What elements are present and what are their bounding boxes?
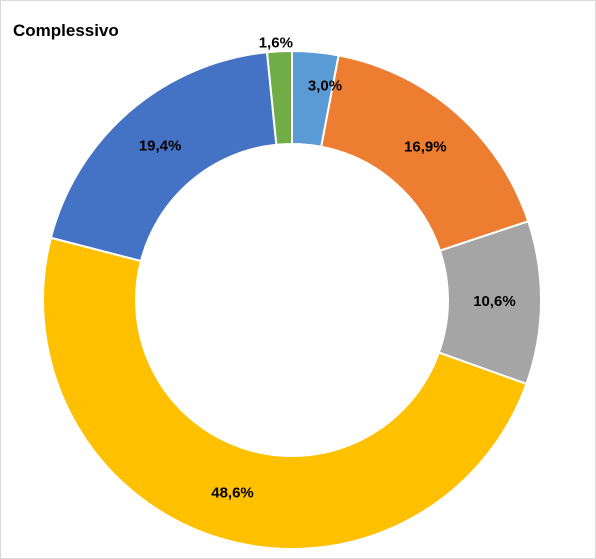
- donut-slices: [42, 49, 542, 550]
- slice-labels: 3,0% 16,9% 10,6% 48,6% 19,4% 1,6%: [139, 35, 516, 502]
- slice-label: 48,6%: [211, 485, 254, 502]
- donut-slice: [320, 54, 530, 252]
- chart-title: Complessivo: [13, 21, 119, 40]
- donut-slice: [49, 51, 278, 263]
- donut-slice: [265, 49, 293, 146]
- slice-label: 1,6%: [259, 35, 293, 52]
- slice-label: 19,4%: [139, 137, 182, 154]
- slice-label: 3,0%: [308, 77, 342, 94]
- slice-label: 16,9%: [404, 139, 447, 156]
- slice-label: 10,6%: [473, 293, 516, 310]
- donut-slice: [42, 236, 528, 550]
